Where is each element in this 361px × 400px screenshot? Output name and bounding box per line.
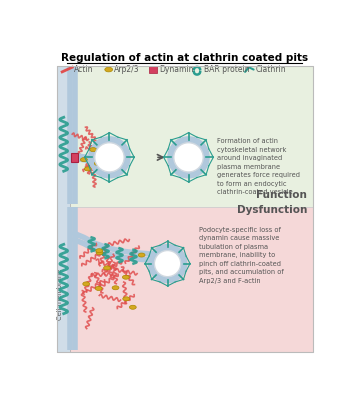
Text: Dysfunction: Dysfunction — [237, 205, 307, 215]
FancyBboxPatch shape — [149, 66, 157, 73]
FancyBboxPatch shape — [57, 207, 313, 352]
Text: Regulation of actin at clathrin coated pits: Regulation of actin at clathrin coated p… — [61, 53, 308, 63]
FancyBboxPatch shape — [71, 154, 78, 162]
FancyBboxPatch shape — [57, 66, 70, 352]
Ellipse shape — [96, 249, 103, 253]
Ellipse shape — [95, 162, 101, 166]
FancyBboxPatch shape — [57, 66, 313, 207]
Ellipse shape — [129, 305, 136, 309]
Text: BAR protein: BAR protein — [204, 65, 249, 74]
Text: Clathrin: Clathrin — [256, 65, 287, 74]
Ellipse shape — [122, 275, 129, 279]
Text: Dynamin: Dynamin — [159, 65, 193, 74]
Ellipse shape — [123, 297, 130, 301]
Ellipse shape — [96, 251, 103, 255]
Ellipse shape — [112, 286, 119, 290]
Ellipse shape — [83, 282, 90, 286]
Circle shape — [95, 143, 124, 172]
Text: Actin: Actin — [74, 65, 93, 74]
Circle shape — [174, 143, 203, 172]
Ellipse shape — [90, 148, 97, 152]
Circle shape — [171, 140, 206, 175]
Circle shape — [92, 140, 127, 175]
Ellipse shape — [84, 167, 91, 171]
Ellipse shape — [95, 286, 102, 290]
Ellipse shape — [105, 67, 113, 72]
Text: Function: Function — [256, 190, 307, 200]
Text: Podocyte-specific loss of
dynamin cause massive
tubulation of plasma
membrane, i: Podocyte-specific loss of dynamin cause … — [199, 227, 283, 284]
Text: Formation of actin
cytoskeletal network
around invaginated
plasma membrane
gener: Formation of actin cytoskeletal network … — [217, 138, 300, 195]
Ellipse shape — [138, 253, 145, 257]
Circle shape — [155, 250, 181, 277]
Ellipse shape — [104, 266, 110, 270]
Text: Arp2/3: Arp2/3 — [114, 65, 140, 74]
Ellipse shape — [81, 158, 87, 162]
Text: Cell membrane: Cell membrane — [57, 269, 63, 320]
Circle shape — [151, 248, 184, 280]
